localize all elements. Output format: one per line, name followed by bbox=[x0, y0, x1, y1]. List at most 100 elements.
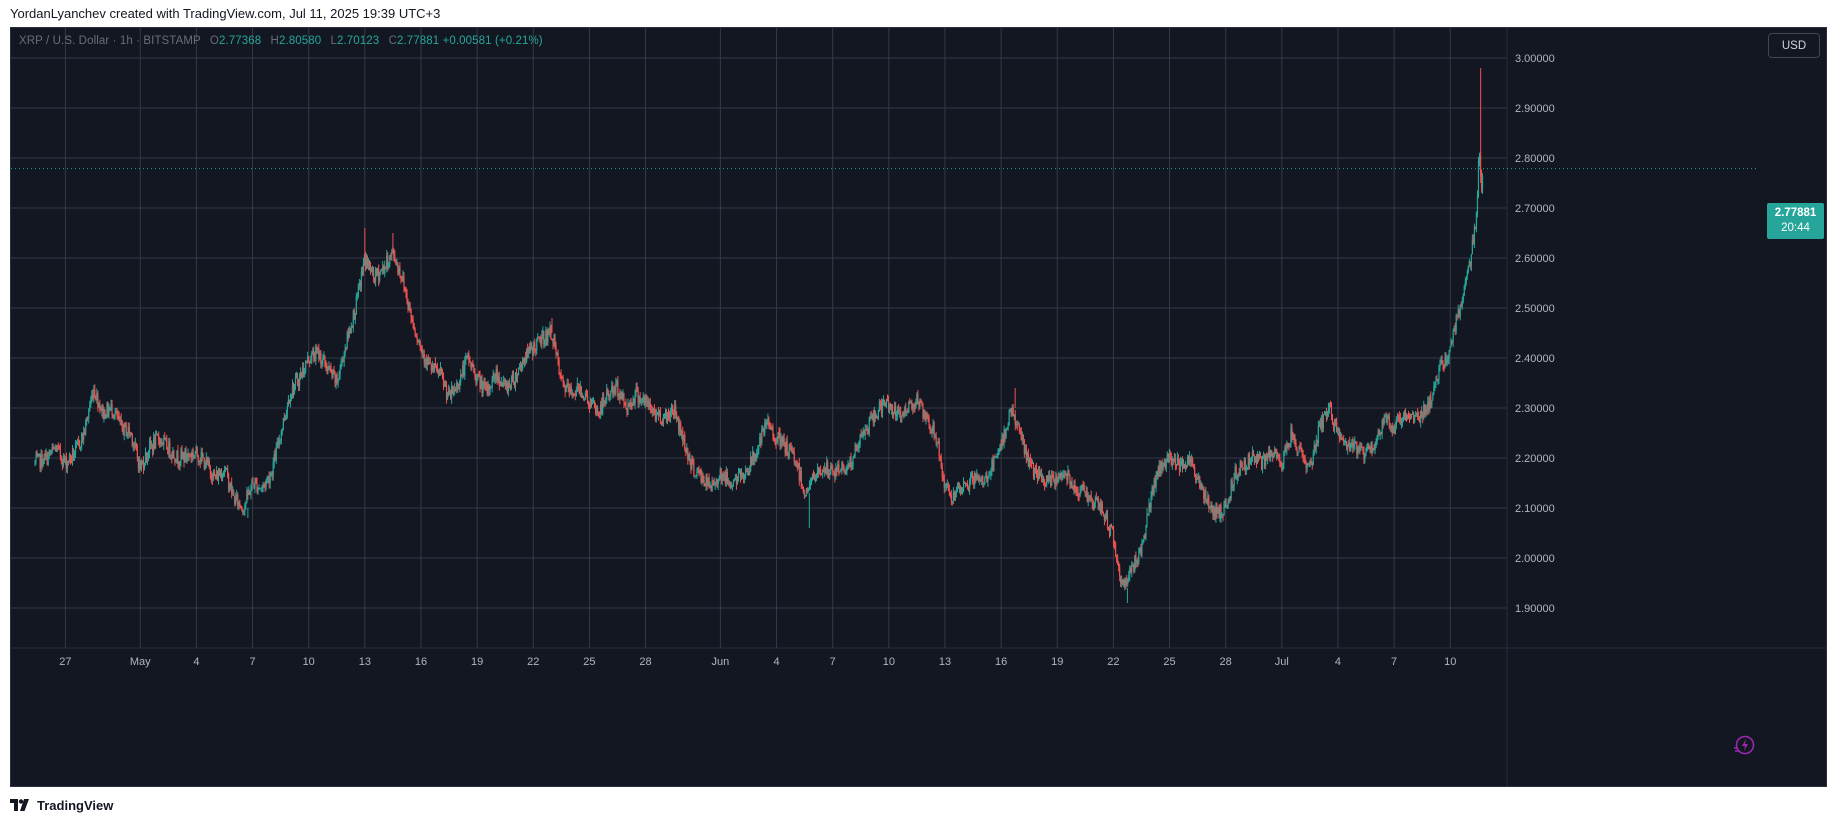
candle-body bbox=[492, 373, 494, 379]
candle-body bbox=[1472, 239, 1475, 245]
price-tick-label: 3.00000 bbox=[1515, 53, 1555, 65]
candle-body bbox=[1191, 458, 1193, 463]
currency-button[interactable]: USD bbox=[1768, 33, 1820, 58]
candle-body bbox=[158, 435, 160, 441]
candle-body bbox=[695, 475, 697, 477]
candle-body bbox=[397, 263, 399, 273]
candle-body bbox=[306, 361, 308, 364]
candle-body bbox=[660, 422, 663, 424]
candle-body bbox=[1299, 446, 1301, 449]
candle-body bbox=[1084, 491, 1086, 493]
candle-body bbox=[1247, 454, 1249, 468]
candle-body bbox=[616, 380, 618, 384]
candle-body bbox=[702, 475, 704, 480]
candle-body bbox=[1006, 428, 1008, 430]
candle-body bbox=[826, 462, 828, 474]
candle-body bbox=[1244, 459, 1246, 470]
candle-body bbox=[802, 487, 804, 493]
candle-body bbox=[1360, 446, 1362, 451]
candle-body bbox=[683, 434, 685, 442]
candle-body bbox=[290, 395, 293, 400]
candle-body bbox=[64, 457, 67, 462]
candle-body bbox=[571, 392, 573, 394]
candle-body bbox=[337, 380, 339, 383]
candle-body bbox=[771, 427, 773, 430]
candle-body bbox=[701, 475, 703, 482]
candle-body bbox=[264, 484, 266, 487]
candle-body bbox=[142, 461, 145, 469]
candle-body bbox=[268, 476, 270, 484]
candle-body bbox=[1345, 441, 1347, 443]
time-tick-label: 27 bbox=[59, 656, 71, 668]
candle-body bbox=[358, 284, 360, 286]
symbol-legend: XRP / U.S. Dollar · 1h · BITSTAMP O2.773… bbox=[19, 35, 543, 47]
candle-body bbox=[1349, 442, 1351, 452]
candle-body bbox=[390, 255, 392, 257]
candle-body bbox=[567, 383, 569, 389]
candle-body bbox=[172, 450, 174, 459]
candle-body bbox=[136, 449, 138, 458]
candle-body bbox=[1351, 442, 1353, 446]
candle-body bbox=[140, 462, 143, 470]
candle-body bbox=[800, 471, 802, 488]
candle-body bbox=[1219, 506, 1221, 519]
candlestick-chart[interactable]: 3.00000 2.90000 2.80000 2.70000 2.60000 2.500… bbox=[11, 28, 1826, 786]
candle-body bbox=[141, 461, 144, 463]
candle-body bbox=[1090, 496, 1092, 500]
candle-body bbox=[344, 347, 346, 353]
candle-body bbox=[465, 356, 467, 361]
candle-body bbox=[799, 471, 801, 481]
candle-body bbox=[546, 330, 548, 342]
candle-body bbox=[730, 486, 732, 488]
candle-body bbox=[1064, 474, 1066, 476]
candle-body bbox=[962, 483, 965, 492]
candle-body bbox=[821, 473, 823, 475]
candle-body bbox=[117, 416, 119, 418]
candle-body bbox=[1118, 564, 1120, 567]
candle-body bbox=[1420, 410, 1422, 422]
candle-body bbox=[1329, 402, 1332, 407]
candle-body bbox=[332, 370, 334, 377]
candle-body bbox=[75, 442, 78, 445]
candle-body bbox=[749, 470, 751, 476]
lightning-bolt-icon[interactable] bbox=[1732, 733, 1756, 757]
candle-body bbox=[1039, 474, 1042, 476]
time-tick-label: 10 bbox=[303, 656, 315, 668]
candle-body bbox=[754, 454, 756, 461]
candle-body bbox=[999, 445, 1001, 450]
candle-body bbox=[308, 356, 310, 361]
candle-body bbox=[1423, 404, 1425, 419]
candle-body bbox=[503, 380, 505, 381]
candle-body bbox=[1354, 441, 1356, 445]
candle-body bbox=[380, 270, 382, 273]
candle-body bbox=[1433, 386, 1435, 394]
candle-body bbox=[1096, 499, 1098, 501]
candle-body bbox=[895, 405, 897, 416]
candle-body bbox=[181, 450, 183, 456]
candle-body bbox=[187, 453, 189, 458]
footer-logo[interactable]: TradingView bbox=[10, 795, 113, 815]
candle-body bbox=[1476, 194, 1479, 213]
candle-body bbox=[1413, 412, 1415, 423]
candle-body bbox=[945, 484, 947, 486]
candle-body bbox=[1356, 442, 1358, 455]
candle-body bbox=[455, 388, 457, 391]
candle-body bbox=[921, 402, 923, 407]
candle-body bbox=[404, 287, 406, 291]
candle-body bbox=[446, 395, 449, 399]
candle-body bbox=[1150, 496, 1152, 509]
candle-body bbox=[828, 473, 830, 477]
candle-body bbox=[816, 467, 819, 476]
candle-body bbox=[277, 442, 279, 445]
candle-body bbox=[736, 477, 739, 484]
candle-body bbox=[843, 464, 845, 471]
chart-frame[interactable]: 3.00000 2.90000 2.80000 2.70000 2.60000 2.500… bbox=[10, 27, 1827, 787]
candle-body bbox=[1284, 448, 1286, 451]
candle-body bbox=[697, 469, 699, 472]
candle-body bbox=[303, 367, 305, 375]
candle-body bbox=[1402, 417, 1405, 421]
candle-body bbox=[973, 481, 975, 485]
candle-body bbox=[561, 376, 563, 379]
candle-body bbox=[408, 303, 410, 310]
candle-body bbox=[568, 388, 570, 393]
